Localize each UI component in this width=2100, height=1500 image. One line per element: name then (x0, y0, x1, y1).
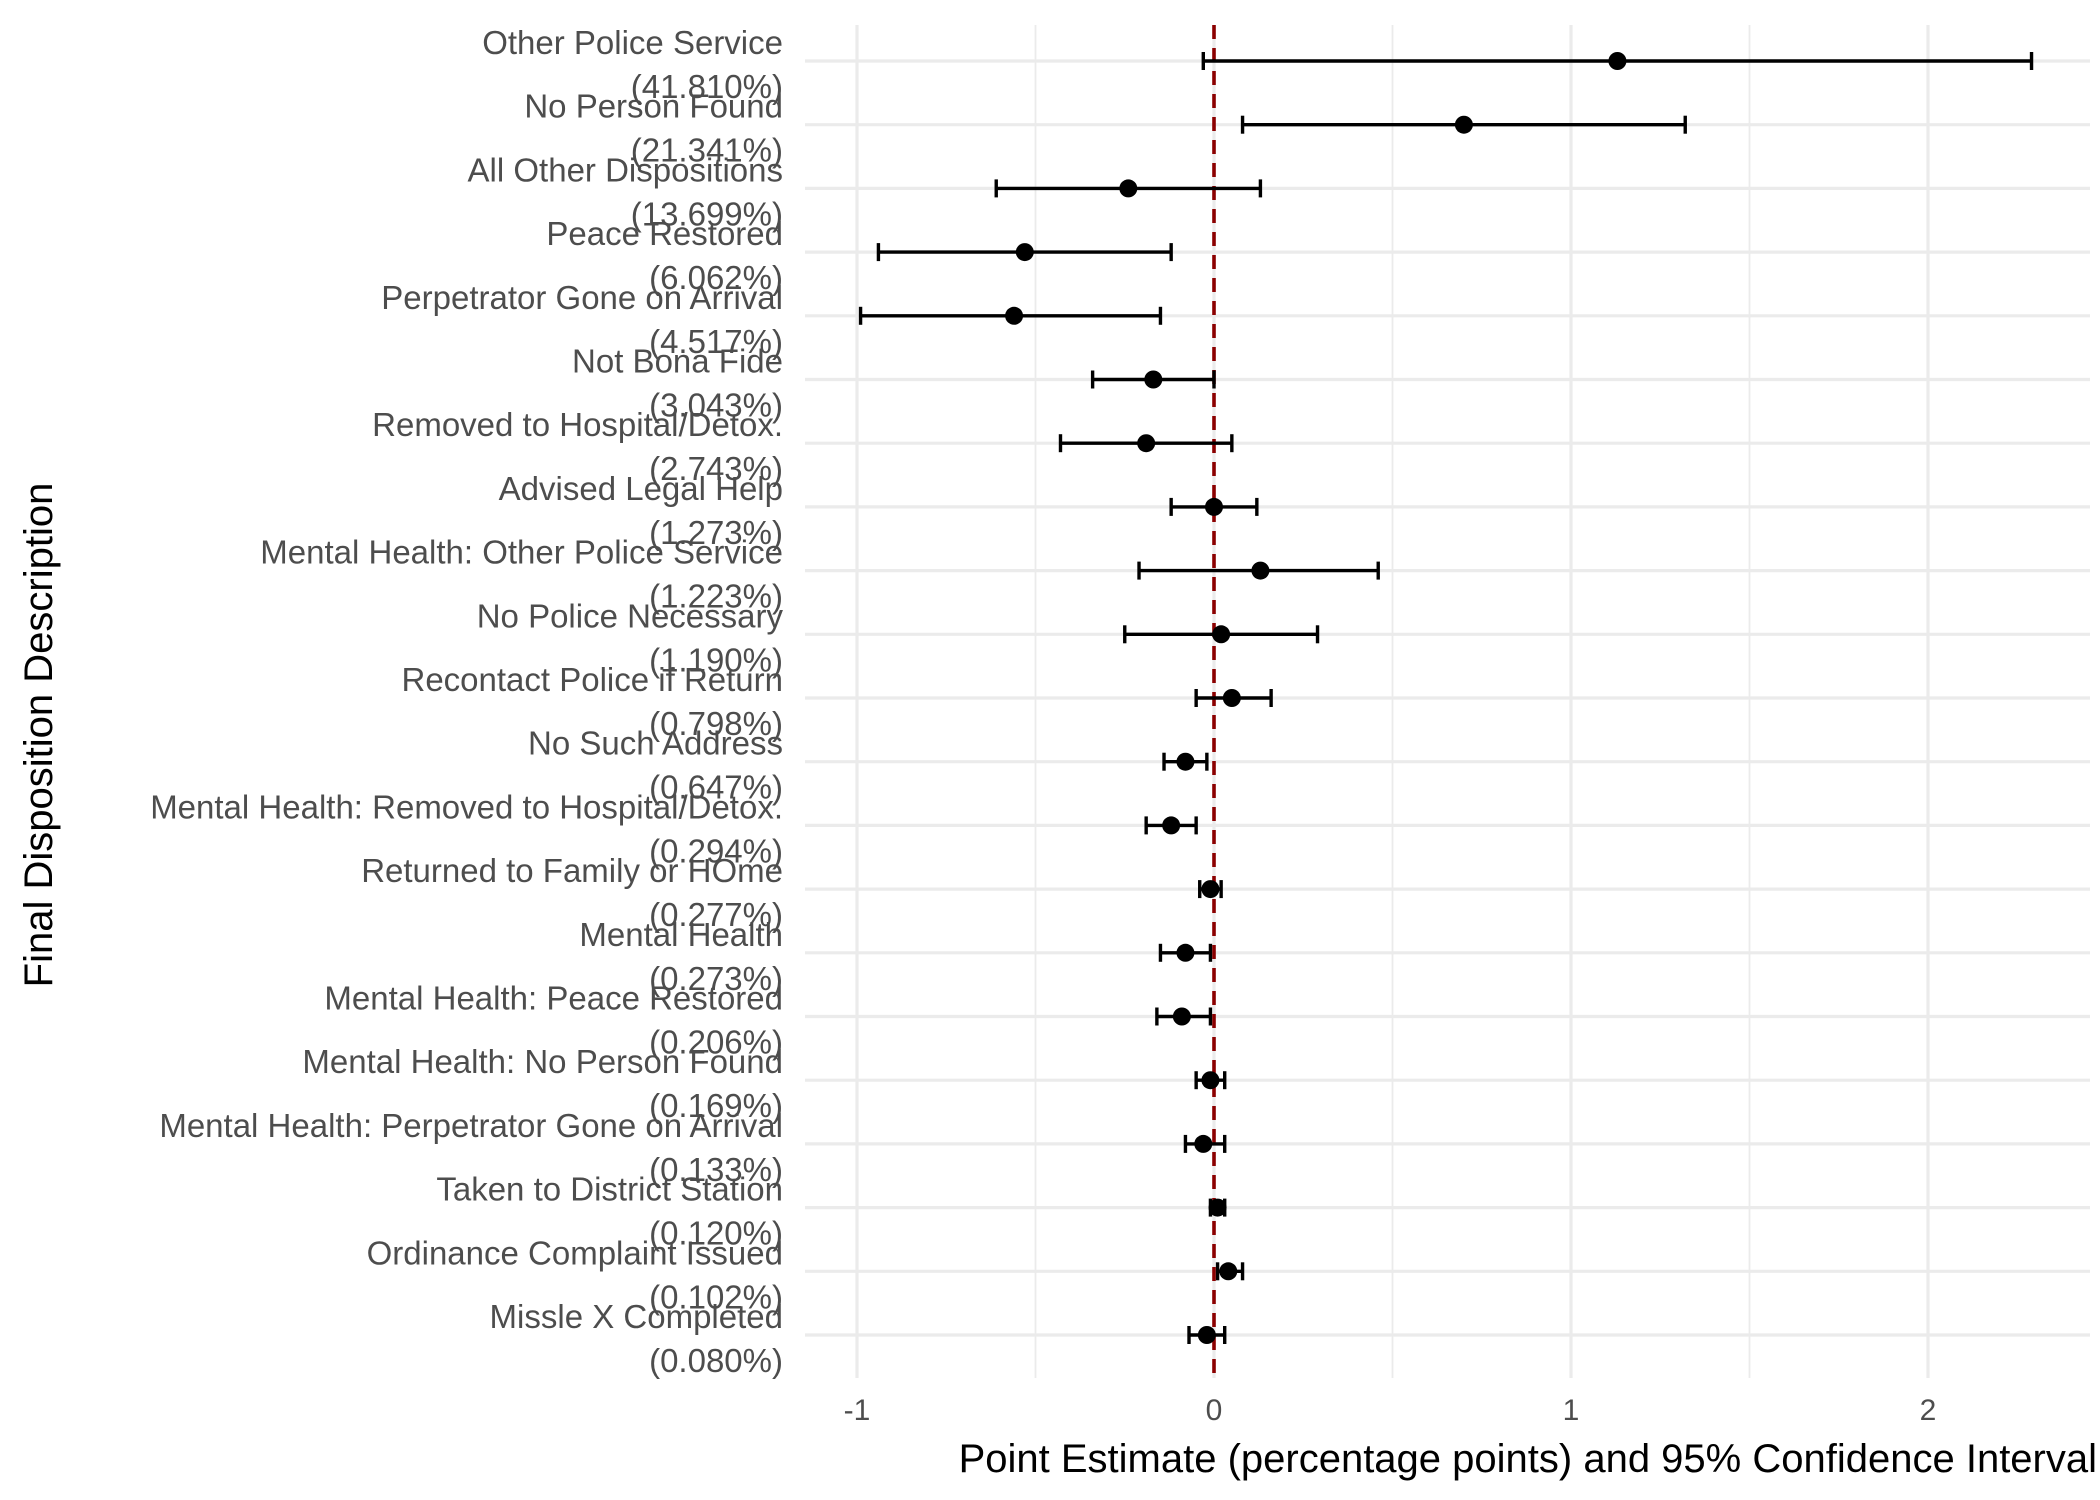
point-estimate (1219, 1262, 1238, 1281)
point-estimate (1201, 1071, 1220, 1090)
point-estimate (1197, 1326, 1216, 1344)
category-share-label: (0.277%) (649, 896, 783, 933)
x-tick-label: 1 (1563, 1394, 1580, 1427)
category-share-label: (2.743%) (649, 450, 783, 487)
point-estimate (1454, 115, 1473, 134)
category-share-label: (4.517%) (649, 323, 783, 360)
estimate-row (1208, 1198, 1227, 1217)
category-share-label: (6.062%) (649, 259, 783, 296)
category-label: No Person Found (524, 88, 783, 125)
point-estimate (1119, 179, 1138, 198)
point-estimate (1205, 497, 1223, 516)
point-estimate (1176, 943, 1195, 962)
point-estimate (1608, 52, 1627, 70)
category-label: Mental Health: Peace Restored (324, 980, 783, 1017)
estimate-row (1155, 1007, 1213, 1026)
estimate-row (1194, 689, 1273, 707)
estimate-row (1169, 497, 1259, 516)
estimate-row (1187, 1326, 1227, 1344)
point-estimate (1137, 434, 1156, 453)
marks-layer (858, 52, 2034, 1344)
estimate-row (1090, 370, 1216, 389)
category-label: Returned to Family or HOme (361, 852, 783, 889)
estimate-row (1058, 434, 1234, 453)
point-estimate (1222, 689, 1241, 707)
category-share-label: (0.647%) (649, 769, 783, 806)
point-estimate (1162, 816, 1181, 835)
category-label: Mental Health: Removed to Hospital/Detox… (150, 788, 783, 825)
estimate-row (1162, 752, 1209, 771)
category-label: Perpetrator Gone on Arrival (381, 279, 783, 316)
category-label: Not Bona Fide (572, 343, 783, 380)
estimate-row (1158, 943, 1213, 962)
category-share-label: (0.102%) (649, 1278, 783, 1315)
category-label: Mental Health: Other Police Service (260, 534, 783, 571)
x-axis-title: Point Estimate (percentage points) and 9… (959, 1437, 2097, 1481)
category-label: Missle X Completed (490, 1298, 783, 1335)
category-share-label: (0.169%) (649, 1087, 783, 1124)
category-label: Mental Health: Perpetrator Gone on Arriv… (159, 1107, 783, 1144)
category-share-label: (0.133%) (649, 1151, 783, 1188)
category-share-label: (21.341%) (631, 132, 783, 169)
point-estimate (1194, 1134, 1213, 1153)
estimate-row (858, 306, 1163, 325)
category-label: No Such Address (528, 725, 783, 762)
category-label: Removed to Hospital/Detox. (372, 406, 783, 443)
point-estimate (1176, 752, 1195, 771)
category-label: Other Police Service (482, 24, 783, 61)
category-label: Ordinance Complaint Issued (367, 1234, 783, 1271)
x-tick-labels: -1 0 1 2 (844, 1394, 1937, 1427)
category-share-label: (13.699%) (631, 195, 783, 232)
category-label: Peace Restored (546, 215, 783, 252)
category-share-label: (1.223%) (649, 578, 783, 615)
point-estimate (1172, 1007, 1191, 1026)
category-label: Taken to District Station (436, 1171, 783, 1208)
estimate-row (1198, 880, 1223, 899)
category-share-label: (1.190%) (649, 641, 783, 678)
point-estimate (1201, 880, 1220, 899)
category-share-label: (3.043%) (649, 387, 783, 424)
point-estimate (1251, 561, 1270, 580)
estimate-row (1201, 52, 2034, 70)
grid-layer (805, 25, 2090, 1378)
point-estimate (1208, 1198, 1227, 1217)
category-labels: Other Police Service (41.810%)No Person F… (150, 24, 783, 1379)
category-label: Mental Health: No Person Found (302, 1043, 783, 1080)
category-label: All Other Dispositions (468, 151, 783, 188)
y-axis-title: Final Disposition Description (17, 483, 61, 988)
category-share-label: (1.273%) (649, 514, 783, 551)
point-estimate (1144, 370, 1163, 389)
estimate-row (994, 179, 1263, 198)
point-estimate (1005, 306, 1024, 325)
category-share-label: (0.120%) (649, 1215, 783, 1252)
estimate-row (1183, 1134, 1227, 1153)
category-label: No Police Necessary (477, 597, 784, 634)
category-share-label: (0.294%) (649, 832, 783, 869)
category-share-label: (0.798%) (649, 705, 783, 742)
category-share-label: (0.080%) (649, 1342, 783, 1379)
estimate-row (1144, 816, 1198, 835)
category-label: Mental Health (579, 916, 783, 953)
point-estimate (1212, 625, 1231, 644)
estimate-row (1137, 561, 1380, 580)
estimate-row (1215, 1262, 1245, 1281)
x-tick-label: -1 (844, 1394, 871, 1427)
category-share-label: (0.206%) (649, 1024, 783, 1061)
category-label: Recontact Police if Return (401, 661, 783, 698)
category-label: Advised Legal Help (499, 470, 783, 507)
x-tick-label: 2 (1920, 1394, 1937, 1427)
category-share-label: (41.810%) (631, 68, 783, 105)
estimate-row (876, 243, 1173, 262)
x-tick-label: 0 (1206, 1394, 1223, 1427)
category-share-label: (0.273%) (649, 960, 783, 997)
estimate-row (1123, 625, 1320, 644)
estimate-row (1240, 115, 1687, 134)
point-estimate (1015, 243, 1034, 262)
estimate-row (1194, 1071, 1227, 1090)
